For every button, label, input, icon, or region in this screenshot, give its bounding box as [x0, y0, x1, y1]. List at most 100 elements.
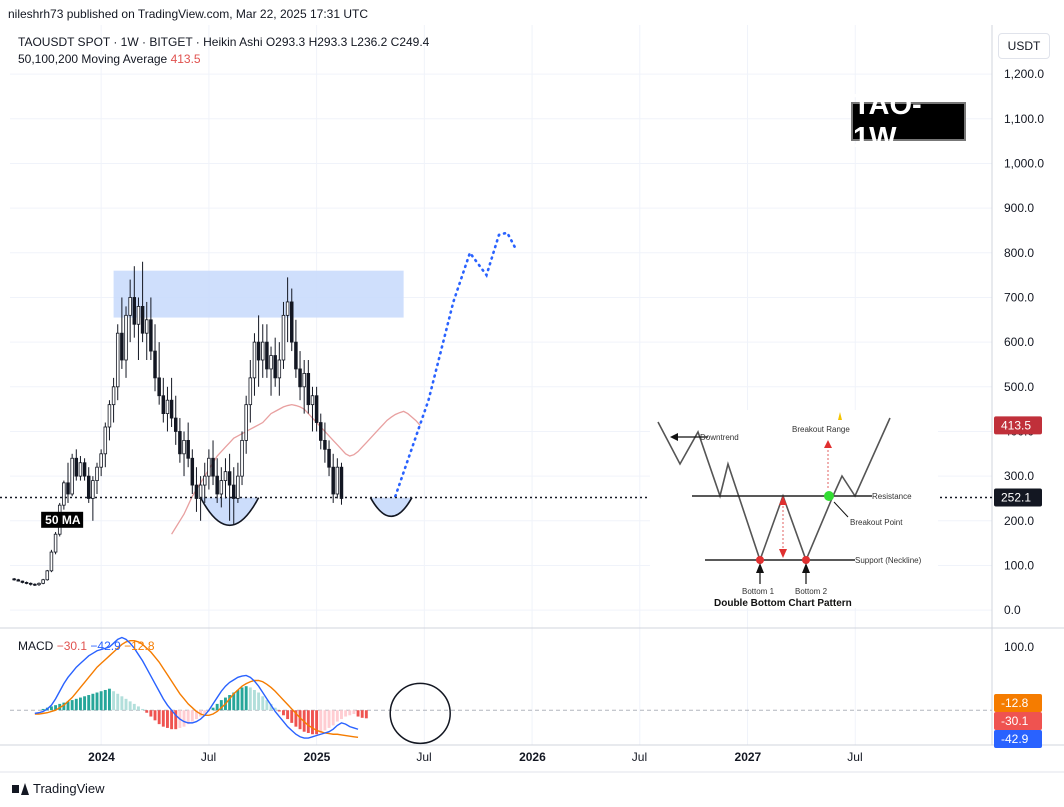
- macd-histogram-bar: [190, 710, 194, 722]
- ma-label: 50,100,200 Moving Average: [18, 52, 168, 66]
- candle-body: [70, 457, 74, 495]
- candle-body: [53, 533, 58, 553]
- macd-histogram-bar: [161, 710, 165, 727]
- candle-body: [273, 355, 277, 379]
- candle-body: [24, 582, 29, 584]
- candle-body: [165, 399, 170, 415]
- candle-body: [314, 395, 319, 423]
- y-tick-label: 500.0: [1004, 380, 1034, 394]
- current-price-tag-label: 252.1: [1001, 491, 1031, 505]
- candle-body: [219, 480, 224, 495]
- macd-histogram-bar: [215, 703, 219, 711]
- footer-brand[interactable]: TradingView: [12, 781, 105, 796]
- candle-body: [149, 319, 153, 352]
- macd-histogram-bar: [364, 710, 368, 719]
- x-tick-label: Jul: [847, 750, 862, 764]
- macd-histogram-bar: [62, 702, 66, 711]
- macd-histogram-bar: [340, 710, 343, 720]
- macd-histogram-bar: [360, 710, 364, 718]
- candle-body: [306, 372, 311, 406]
- candle-body: [12, 578, 16, 581]
- inset-diagram: Downtrend Breakout Range Resistance Brea…: [657, 412, 922, 609]
- macd-histogram-bar: [141, 708, 145, 711]
- timeframe-badge: TAO-1W: [851, 89, 966, 154]
- candle-body: [211, 457, 215, 477]
- candle-body: [281, 314, 286, 361]
- macd-histogram-bar: [107, 688, 111, 711]
- inset-measure-arrow-up: [779, 496, 787, 505]
- candle-body: [169, 399, 174, 419]
- candle-body: [16, 579, 21, 582]
- inset-breakout-point-arrow: [833, 501, 849, 518]
- candle-body: [74, 457, 79, 477]
- macd-histogram-bar: [269, 703, 273, 711]
- macd-histogram-bar: [149, 710, 153, 717]
- candle-body: [124, 314, 128, 361]
- candle-body: [161, 395, 166, 415]
- x-tick-label: Jul: [201, 750, 216, 764]
- y-tick-label: 800.0: [1004, 246, 1034, 260]
- macd-histogram-bar: [315, 710, 319, 735]
- macd-histogram-bar: [219, 700, 223, 711]
- candle-body: [302, 372, 306, 388]
- macd-histogram-bar: [265, 700, 269, 711]
- macd-histogram-bar: [356, 710, 360, 717]
- inset-support-label: Support (Neckline): [855, 556, 922, 565]
- macd-axis-tag: [994, 730, 1042, 748]
- candle-body: [269, 355, 273, 370]
- y-tick-label: 600.0: [1004, 335, 1034, 349]
- macd-histogram-bar: [203, 710, 207, 715]
- inset-measure-arrow-down: [779, 549, 787, 558]
- candle-body: [62, 482, 66, 506]
- macd-axis-tag: [994, 694, 1042, 712]
- macd-histogram-bar: [331, 710, 335, 726]
- candle-body: [236, 475, 240, 499]
- candle-body: [256, 341, 261, 361]
- candle-body: [107, 404, 112, 428]
- candle-body: [136, 305, 141, 325]
- macd-histogram-bar: [66, 701, 70, 711]
- candle-body: [115, 332, 120, 388]
- candle-body: [20, 580, 25, 583]
- x-tick-label: 2024: [88, 750, 115, 764]
- macd-histogram-bar: [157, 710, 161, 725]
- candle-body: [190, 457, 195, 486]
- currency-button[interactable]: USDT: [998, 33, 1050, 59]
- candle-body: [298, 368, 302, 388]
- macd-histogram-bar: [49, 706, 53, 711]
- macd-histogram-bar: [257, 692, 261, 711]
- macd-histogram-bar: [128, 701, 132, 711]
- ma-legend: 50,100,200 Moving Average 413.5: [18, 52, 201, 66]
- macd-histogram-bar: [91, 693, 95, 711]
- ma-price-tag: [994, 416, 1042, 435]
- candle-body: [331, 466, 335, 495]
- macd-histogram-bar: [319, 710, 323, 733]
- macd-histogram-bar: [186, 710, 190, 725]
- macd-histogram-bar: [344, 710, 348, 717]
- bottom-cup-1-arc: [199, 497, 260, 526]
- y-tick-label: 900.0: [1004, 201, 1034, 215]
- macd-histogram-bar: [211, 707, 215, 711]
- candle-body: [265, 341, 269, 370]
- inset-downtrend-label: Downtrend: [700, 433, 739, 442]
- x-tick-label: 2025: [304, 750, 331, 764]
- inset-bottom-2-arrow: [802, 563, 810, 573]
- macd-histogram-bar: [153, 710, 157, 721]
- candle-body: [66, 482, 70, 495]
- candle-body: [186, 439, 190, 459]
- candle-body: [319, 422, 323, 441]
- macd-histogram-bar: [311, 710, 314, 735]
- candle-body: [290, 301, 294, 343]
- y-tick-label: 300.0: [1004, 469, 1034, 483]
- macd-axis-tag: [994, 712, 1042, 730]
- macd-legend: MACD −30.1 −42.9 −12.8: [18, 639, 155, 653]
- high-value: H293.3: [308, 35, 348, 49]
- macd-histogram-bar: [87, 695, 91, 711]
- candle-body: [194, 484, 199, 499]
- macd-histogram-bar: [240, 687, 244, 711]
- candle-body: [103, 426, 108, 455]
- bottom-cup-2-arc: [369, 497, 413, 517]
- candle-body: [144, 319, 149, 334]
- candle-body: [335, 466, 340, 495]
